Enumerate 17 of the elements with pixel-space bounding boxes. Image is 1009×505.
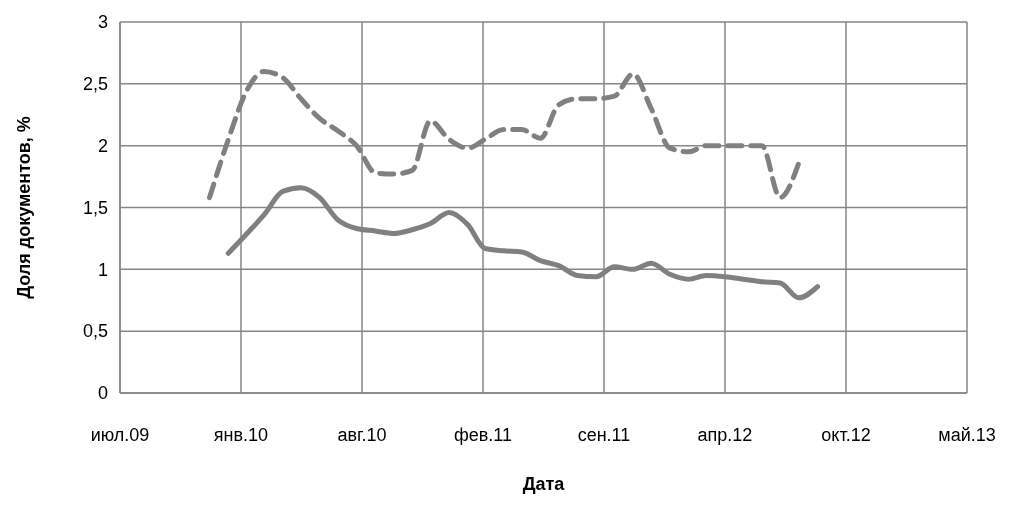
y-tick-label: 1	[97, 259, 108, 280]
y-tick-label: 0,5	[82, 321, 108, 342]
x-axis-title: Дата	[522, 474, 566, 494]
x-tick-label: янв.10	[213, 425, 269, 445]
x-tick-label: май.13	[938, 425, 996, 445]
x-tick-label: окт.12	[821, 425, 871, 445]
y-tick-label: 1,5	[82, 197, 108, 218]
x-tick-label: авг.10	[337, 425, 387, 445]
x-tick-label: июл.09	[90, 425, 150, 445]
y-tick-label: 0	[97, 383, 108, 404]
x-tick-label: апр.12	[697, 425, 753, 445]
y-axis-title: Доля документов, %	[14, 116, 34, 299]
x-tick-label: фев.11	[453, 425, 513, 445]
y-tick-label: 3	[97, 12, 108, 33]
y-tick-label: 2,5	[82, 74, 108, 95]
x-tick-label: сен.11	[577, 425, 631, 445]
y-tick-label: 2	[97, 135, 108, 156]
